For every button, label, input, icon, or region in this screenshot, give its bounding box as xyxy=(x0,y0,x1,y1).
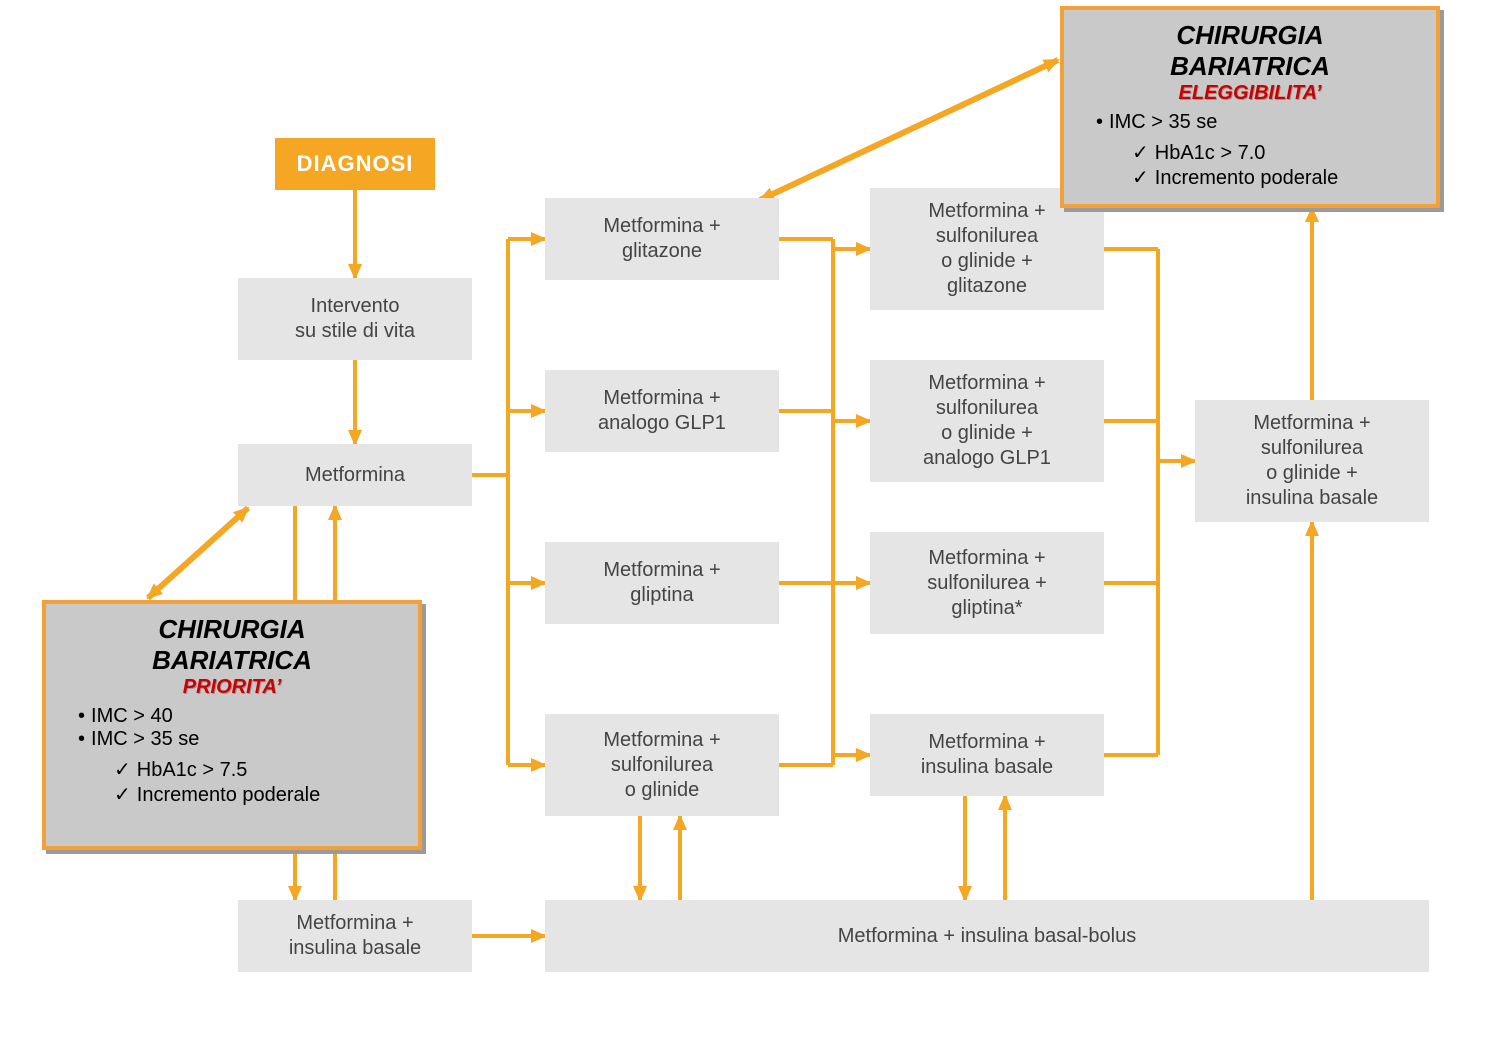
node-label: Metformina +sulfonilurea +gliptina* xyxy=(927,546,1047,621)
node-label: Metformina +insulina basale xyxy=(289,911,421,961)
node-intervento: Interventosu stile di vita xyxy=(238,278,472,360)
node-c2_d: Metformina +sulfonilureao glinide xyxy=(545,714,779,816)
node-label: Metformina +glitazone xyxy=(603,214,720,264)
node-c2_b: Metformina +analogo GLP1 xyxy=(545,370,779,452)
node-label: Metformina +gliptina xyxy=(603,558,720,608)
callout-item: Incremento poderale xyxy=(114,782,404,807)
node-label: Metformina +analogo GLP1 xyxy=(598,386,726,436)
node-diagnosi: DIAGNOSI xyxy=(275,138,435,190)
callout-item: IMC > 40 xyxy=(78,705,404,728)
callout-title: CHIRURGIABARIATRICA xyxy=(60,614,404,676)
callout-item: IMC > 35 seHbA1c > 7.0Incremento poderal… xyxy=(1096,111,1422,190)
callout-priority: CHIRURGIABARIATRICAPRIORITA’ IMC > 40IMC … xyxy=(42,600,422,850)
callout-title: CHIRURGIABARIATRICA xyxy=(1078,20,1422,82)
callout-item: Incremento poderale xyxy=(1132,165,1422,190)
callout-item: HbA1c > 7.0 xyxy=(1132,140,1422,165)
node-c2_a: Metformina +glitazone xyxy=(545,198,779,280)
node-label: Metformina +sulfonilureao glinide +glita… xyxy=(928,199,1045,299)
node-c4: Metformina +sulfonilureao glinide +insul… xyxy=(1195,400,1429,522)
node-label: Metformina xyxy=(305,463,405,488)
node-label: Metformina +sulfonilureao glinide xyxy=(603,728,720,803)
node-label: Metformina + insulina basal-bolus xyxy=(838,924,1137,949)
node-c2_c: Metformina +gliptina xyxy=(545,542,779,624)
node-label: Interventosu stile di vita xyxy=(295,294,415,344)
callout-item: HbA1c > 7.5 xyxy=(114,757,404,782)
node-label: Metformina +insulina basale xyxy=(921,730,1053,780)
callout-item: IMC > 35 seHbA1c > 7.5Incremento poderal… xyxy=(78,728,404,807)
node-label: Metformina +sulfonilureao glinide +analo… xyxy=(923,371,1051,471)
callout-subtitle: PRIORITA’ xyxy=(60,676,404,699)
callout-eligibility: CHIRURGIABARIATRICAELEGGIBILITA’ IMC > 35… xyxy=(1060,6,1440,208)
node-c3_c: Metformina +sulfonilurea +gliptina* xyxy=(870,532,1104,634)
node-metformina: Metformina xyxy=(238,444,472,506)
callout-subtitle: ELEGGIBILITA’ xyxy=(1078,82,1422,105)
diagram-stage: DIAGNOSI Interventosu stile di vita Metfor… xyxy=(0,0,1488,1040)
node-bottom_right: Metformina + insulina basal-bolus xyxy=(545,900,1429,972)
node-label: Metformina +sulfonilureao glinide +insul… xyxy=(1246,411,1378,511)
node-c3_d: Metformina +insulina basale xyxy=(870,714,1104,796)
node-c3_b: Metformina +sulfonilureao glinide +analo… xyxy=(870,360,1104,482)
node-bottom_left: Metformina +insulina basale xyxy=(238,900,472,972)
node-label: DIAGNOSI xyxy=(297,150,414,178)
